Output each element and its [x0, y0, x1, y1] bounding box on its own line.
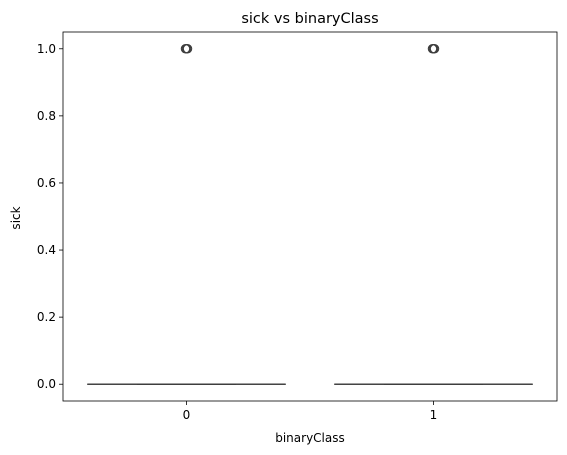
x-tick-label: 0	[183, 408, 191, 422]
plot-area: 0.0 0.2 0.4 0.6 0.8 1.0 0 1	[37, 31, 558, 422]
x-tick-label: 1	[430, 408, 438, 422]
y-tick-label: 0.0	[37, 377, 56, 391]
outlier-point	[182, 44, 193, 54]
y-tick-label: 0.4	[37, 243, 56, 257]
plot-frame	[62, 31, 558, 402]
outlier-point	[429, 44, 440, 54]
y-tick-label: 0.8	[37, 109, 56, 123]
x-axis-label: binaryClass	[275, 431, 345, 445]
chart-title: sick vs binaryClass	[241, 11, 378, 27]
y-tick-label: 0.6	[37, 176, 56, 190]
y-tick-label: 1.0	[37, 42, 56, 56]
y-axis-label: sick	[9, 206, 23, 229]
y-tick-label: 0.2	[37, 310, 56, 324]
